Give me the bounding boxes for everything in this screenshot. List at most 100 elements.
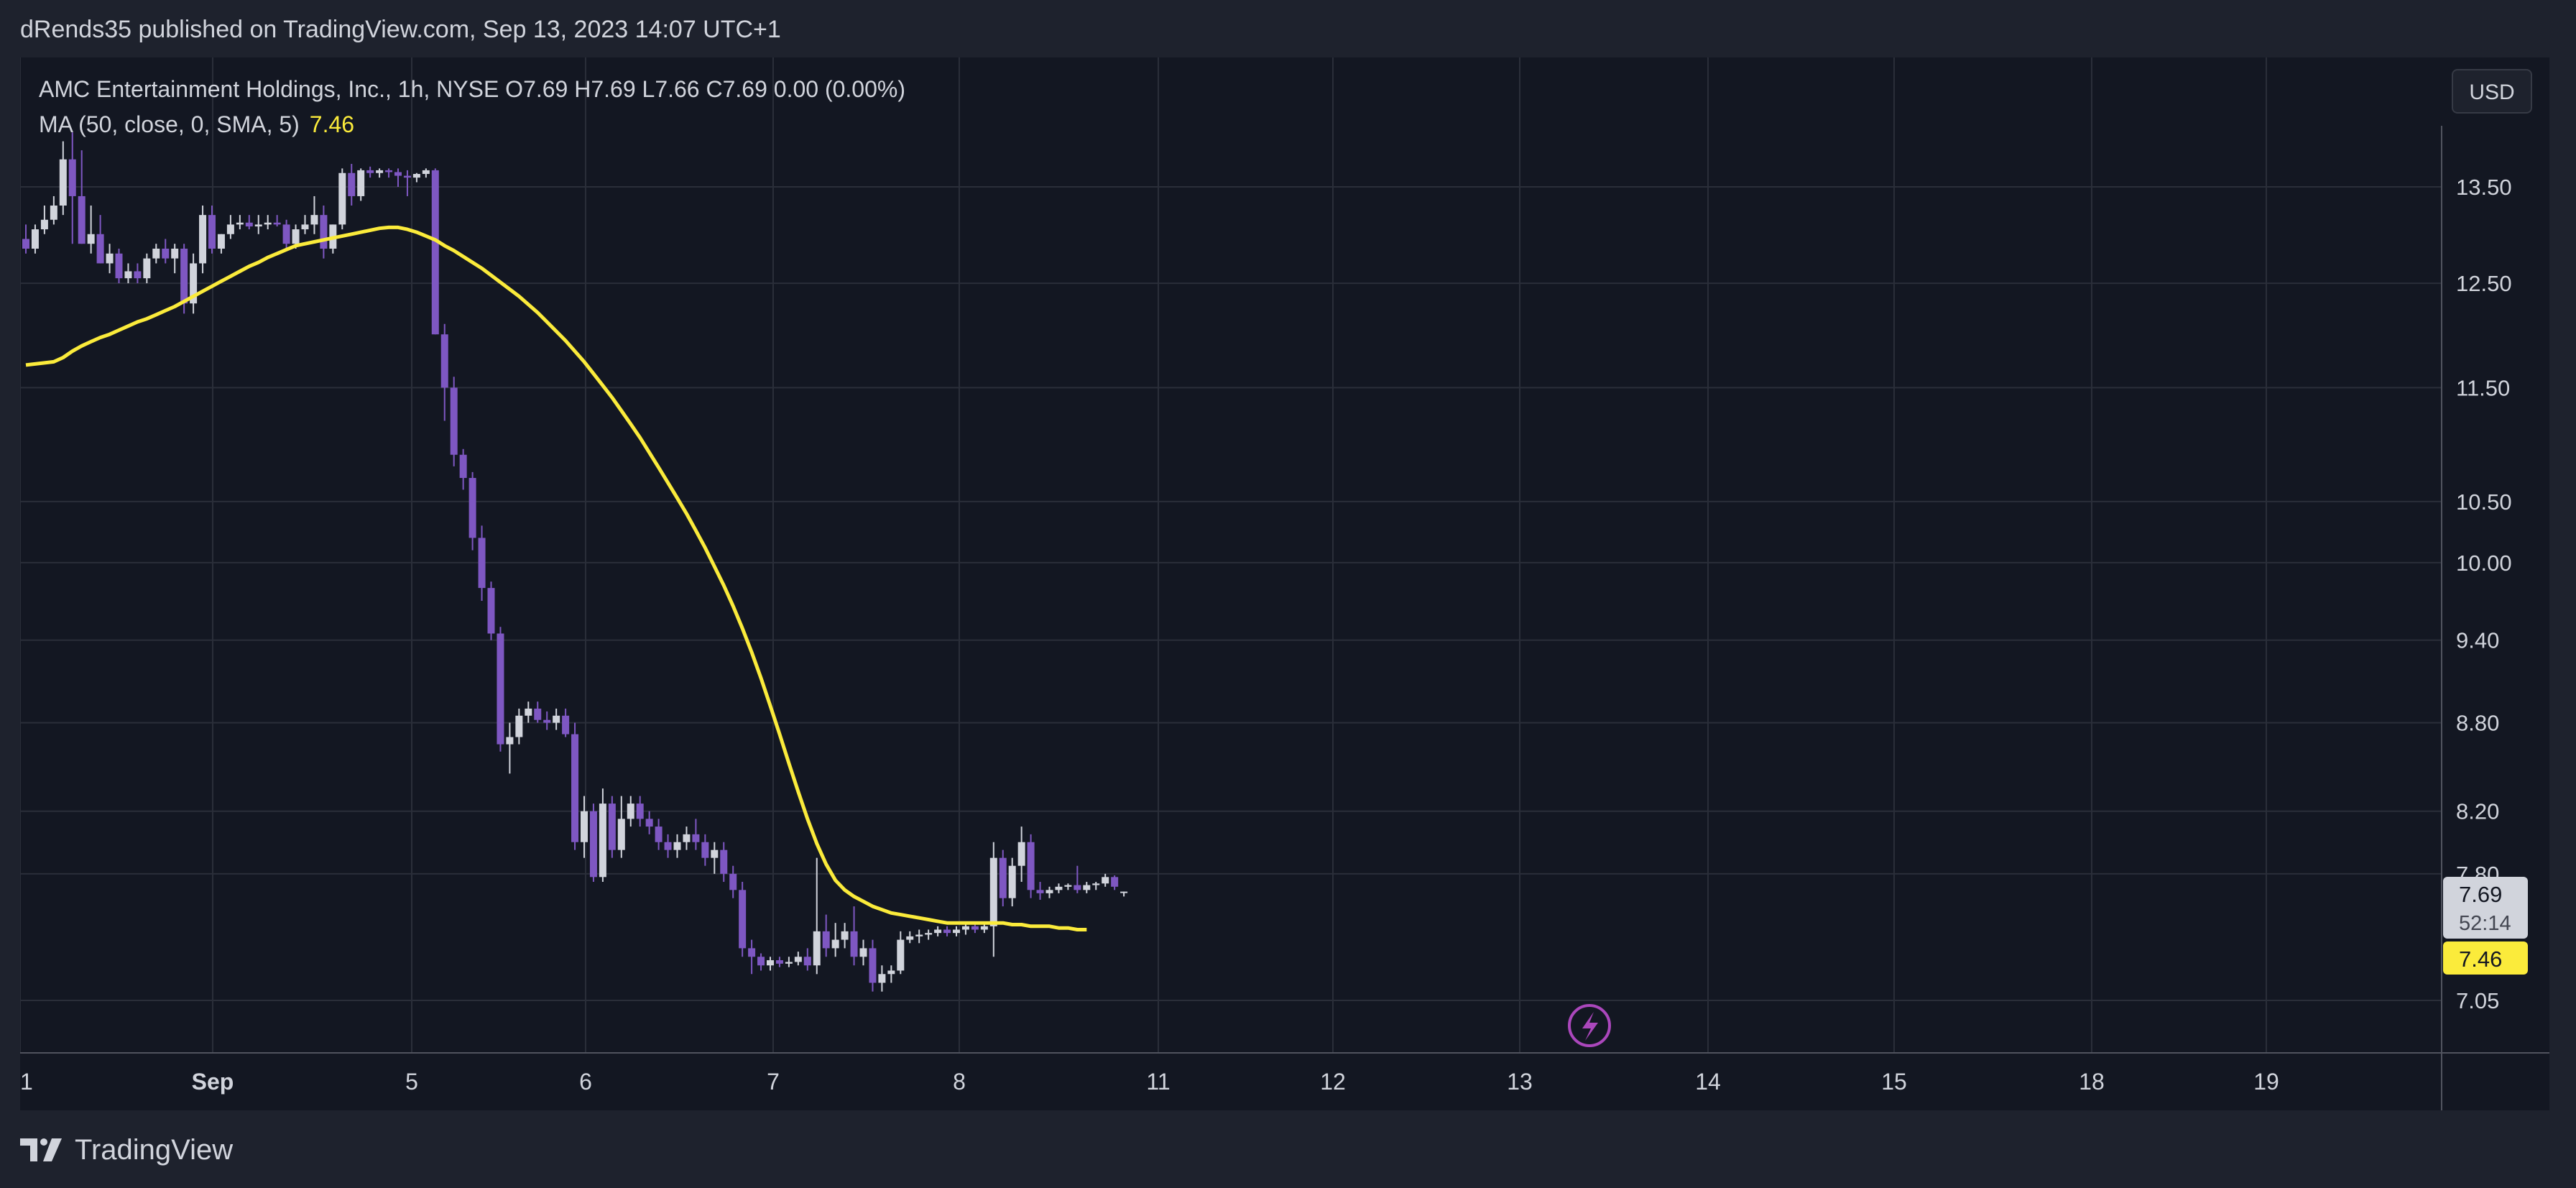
candle-body <box>1120 891 1128 893</box>
candle <box>506 722 514 774</box>
candle <box>775 957 783 967</box>
candle <box>794 952 802 966</box>
candle <box>273 215 281 227</box>
candle <box>850 906 858 966</box>
y-tick-label: 13.50 <box>2456 175 2512 200</box>
candle-body <box>338 172 346 225</box>
candle <box>78 150 86 244</box>
candle <box>254 215 262 234</box>
candle-body <box>748 948 756 957</box>
candle-body <box>254 224 262 227</box>
candle <box>1074 865 1081 893</box>
currency-button[interactable]: USD <box>2452 69 2532 114</box>
candle-body <box>422 170 430 175</box>
candle-body <box>40 219 48 230</box>
candle <box>1055 883 1063 893</box>
candle-body <box>282 224 290 244</box>
candle-body <box>645 819 653 827</box>
symbol-legend[interactable]: AMC Entertainment Holdings, Inc., 1h, NY… <box>39 76 905 102</box>
candle <box>264 215 272 230</box>
candle <box>822 914 830 957</box>
candle <box>440 323 448 421</box>
candle <box>497 627 504 752</box>
candle-body <box>599 803 606 878</box>
candle <box>96 215 104 264</box>
candle-body <box>310 215 318 225</box>
candle <box>1120 891 1128 897</box>
candle-body <box>701 842 709 858</box>
x-tick-label: 13 <box>1507 1069 1533 1095</box>
tradingview-logo[interactable]: TradingView <box>20 1130 233 1170</box>
y-tick-label: 8.20 <box>2456 799 2499 824</box>
price-chart[interactable]: 13.5012.5011.5010.5010.009.408.808.207.8… <box>20 57 2549 1110</box>
candle <box>925 929 933 940</box>
candle-body <box>1083 885 1091 890</box>
candle-body <box>562 715 570 735</box>
bottom-bar <box>0 1110 2576 1188</box>
candle-body <box>980 926 988 930</box>
candle-body <box>571 734 579 842</box>
candle-body <box>897 939 905 971</box>
candle-body <box>915 934 923 936</box>
candle <box>450 377 458 466</box>
candle-body <box>813 931 821 966</box>
candle <box>961 923 969 935</box>
candle <box>906 931 914 944</box>
candle-body <box>50 206 57 220</box>
candle-body <box>729 873 737 890</box>
candle-body <box>403 175 411 178</box>
candle-body <box>822 931 830 949</box>
ma-legend[interactable]: MA (50, close, 0, SMA, 5) 7.46 <box>39 111 354 138</box>
chart-area[interactable]: 13.50 12.50 11.50 10.50 10.00 9.40 8.80 8.20 7.8… <box>20 57 2549 1110</box>
candle-body <box>971 926 979 930</box>
last-price-value: 7.69 <box>2459 882 2502 907</box>
candle <box>87 206 95 254</box>
candle <box>115 248 123 284</box>
y-tick-label: 8.80 <box>2456 711 2499 736</box>
y-tick-label: 9.40 <box>2456 628 2499 653</box>
candle-body <box>859 948 867 957</box>
tradingview-logo-icon <box>20 1138 62 1161</box>
candle <box>525 701 532 723</box>
candle-body <box>1111 877 1119 887</box>
candle-body <box>468 478 476 538</box>
candle-body <box>692 834 700 842</box>
ma-line-layer <box>25 225 1087 931</box>
lightning-icon-bolt <box>1582 1012 1598 1041</box>
candle <box>245 215 253 230</box>
candle <box>422 168 430 178</box>
candle <box>22 224 29 254</box>
candle-body <box>767 960 774 966</box>
candle <box>599 788 606 883</box>
candle-body <box>31 229 39 249</box>
candle <box>1036 882 1044 900</box>
candle <box>748 939 756 975</box>
candle <box>683 826 691 850</box>
candle <box>739 882 747 957</box>
candle-body <box>525 708 532 716</box>
x-tick-label: 7 <box>767 1069 780 1095</box>
candle <box>711 842 719 874</box>
candle <box>841 923 849 949</box>
candle-body <box>739 890 747 949</box>
candle-body <box>87 234 95 244</box>
candle-body <box>1008 865 1016 898</box>
candle <box>162 239 170 264</box>
candle-body <box>106 253 114 264</box>
candle-body <box>497 633 504 745</box>
candle <box>236 215 244 230</box>
candle <box>562 708 570 737</box>
candle <box>143 253 151 284</box>
candle-body <box>999 857 1007 898</box>
candle-body <box>292 229 300 244</box>
candle <box>813 857 821 975</box>
candle-body <box>440 334 448 388</box>
candle <box>152 244 160 264</box>
candle-body <box>506 737 514 745</box>
candle <box>645 811 653 834</box>
candle-body <box>152 248 160 259</box>
candle <box>915 929 923 944</box>
candle <box>1008 857 1016 907</box>
candle <box>199 206 207 274</box>
candle <box>190 253 198 314</box>
